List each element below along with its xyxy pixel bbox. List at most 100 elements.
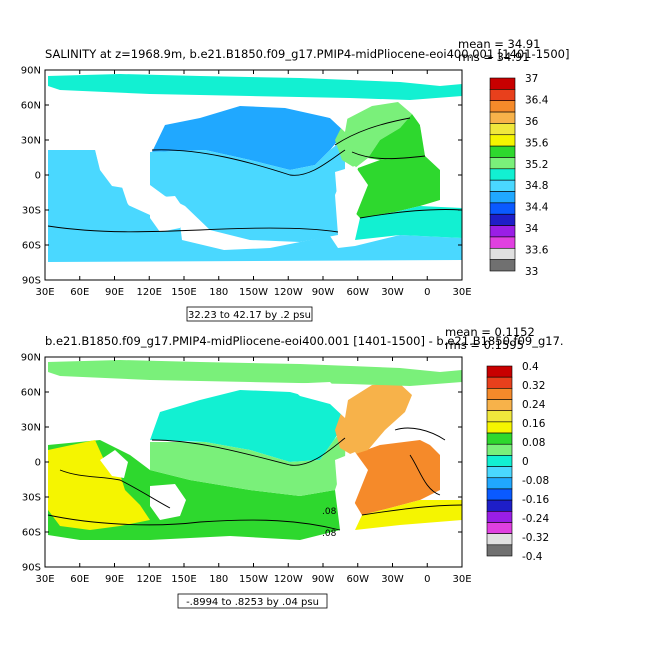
x-tick-label: 120E xyxy=(137,574,162,585)
contour-label: .08 xyxy=(322,507,337,517)
colorbar-swatch xyxy=(489,145,516,158)
colorbar-swatch xyxy=(486,421,513,434)
colorbar-swatch xyxy=(489,259,516,272)
region-equatorial-pacific xyxy=(150,138,345,242)
x-tick-label: 0 xyxy=(424,574,430,585)
colorbar-label: 34.8 xyxy=(525,180,548,192)
colorbar-swatch xyxy=(486,466,513,479)
y-tick-label: 90N xyxy=(21,66,41,77)
colorbar-swatch xyxy=(486,522,513,534)
axis-ticks: 30E 60E 90E 120E 150E 180 150W 120W 90W 60W 30W 0 30… xyxy=(21,66,472,299)
y-tick-label: 30S xyxy=(22,206,41,217)
colorbar-swatch xyxy=(489,134,516,147)
antarctica-land xyxy=(45,542,462,567)
colorbar-label: 0.08 xyxy=(522,437,545,449)
colorbar-label: 33 xyxy=(525,266,538,278)
colorbar-swatch xyxy=(486,376,513,389)
y-tick-label: 60S xyxy=(22,528,41,539)
colorbar-label: 35.2 xyxy=(525,159,548,171)
x-tick-label: 150E xyxy=(171,574,196,585)
ocean-field xyxy=(45,360,462,567)
colorbar-swatch xyxy=(486,477,513,490)
x-tick-label: 60E xyxy=(70,287,89,298)
colorbar-swatch xyxy=(486,510,513,523)
colorbar-swatch xyxy=(486,488,513,501)
colorbar-swatch xyxy=(486,443,513,456)
y-tick-label: 30S xyxy=(22,493,41,504)
colorbar-swatch xyxy=(489,202,516,215)
x-tick-label: 180 xyxy=(209,574,228,585)
continents xyxy=(45,382,462,522)
colorbar-label: -0.4 xyxy=(522,551,543,563)
colorbar-label: 0.24 xyxy=(522,399,546,411)
colorbar-swatch xyxy=(489,77,516,90)
x-tick-label: 90W xyxy=(312,287,335,298)
colorbar-label: 37 xyxy=(525,73,538,85)
x-tick-label: 150W xyxy=(239,574,268,585)
x-tick-label: 150E xyxy=(171,287,196,298)
colorbar-label: -0.32 xyxy=(522,532,549,544)
colorbar-swatch xyxy=(486,499,513,512)
colorbar: 0.4 0.32 0.24 0.16 0.08 0 -0.08 -0.16 -0.24 -0.32… xyxy=(486,361,549,563)
antarctica-land xyxy=(45,262,462,280)
y-tick-label: 0 xyxy=(35,458,41,469)
region-south-atlantic xyxy=(348,156,440,218)
y-tick-label: 90S xyxy=(22,563,41,574)
x-tick-label: 30W xyxy=(381,574,404,585)
colorbar-swatch xyxy=(489,225,516,238)
x-tick-label: 30E xyxy=(452,574,471,585)
x-tick-label: 60W xyxy=(346,287,369,298)
colorbar-swatch xyxy=(486,533,513,546)
colorbar-label: 33.6 xyxy=(525,245,549,257)
region-north-pacific xyxy=(150,390,346,462)
x-tick-label: 60E xyxy=(70,574,89,585)
region-pacific-indian-southern xyxy=(48,150,462,262)
stat-mean: mean = 34.91 xyxy=(458,37,540,51)
colorbar-swatch xyxy=(489,213,516,226)
x-tick-label: 120W xyxy=(274,574,303,585)
x-tick-label: 90W xyxy=(312,574,335,585)
continents xyxy=(45,96,462,236)
x-tick-label: 180 xyxy=(209,287,228,298)
contour-lines xyxy=(47,117,463,233)
y-tick-label: 90S xyxy=(22,276,41,287)
range-label-box: 32.23 to 42.17 by .2 psu xyxy=(186,306,313,322)
x-tick-label: 90E xyxy=(105,287,124,298)
x-tick-label: 30E xyxy=(35,574,54,585)
colorbar-label: 0 xyxy=(522,456,529,468)
x-tick-label: 120W xyxy=(274,287,303,298)
region-arctic xyxy=(48,360,462,386)
x-tick-label: 90E xyxy=(105,574,124,585)
colorbar-swatch xyxy=(486,544,513,557)
region-equatorial-pacific xyxy=(150,425,346,496)
x-tick-label: 120E xyxy=(137,287,162,298)
x-tick-label: 0 xyxy=(424,287,430,298)
contour-label: .08 xyxy=(322,529,337,539)
colorbar-swatch xyxy=(489,123,516,136)
region-indian xyxy=(48,150,158,244)
colorbar-swatch xyxy=(486,388,513,400)
colorbar-label: 0.4 xyxy=(522,361,539,373)
region-arctic xyxy=(48,74,462,100)
axis-ticks: 30E 60E 90E 120E 150E 180 150W 120W 90W 60W 30W 0 30… xyxy=(21,353,472,586)
colorbar-swatch xyxy=(489,236,516,249)
colorbar-label: 35.6 xyxy=(525,137,549,149)
region-subtropical-atlantic xyxy=(368,114,425,160)
range-label-box: -.8994 to .8253 by .04 psu xyxy=(177,593,328,609)
ocean-field xyxy=(45,74,462,280)
colorbar-label: -0.16 xyxy=(522,494,549,506)
stat-mean: mean = 0.1152 xyxy=(445,325,535,339)
colorbar-label: -0.08 xyxy=(522,475,549,487)
contour-lines xyxy=(47,427,463,531)
x-tick-label: 150W xyxy=(239,287,268,298)
colorbar-swatch xyxy=(489,191,516,204)
colorbar-label: -0.24 xyxy=(522,513,549,525)
range-label: -.8994 to .8253 by .04 psu xyxy=(186,597,319,608)
y-tick-label: 60N xyxy=(21,388,41,399)
chart-title: SALINITY at z=1968.9m, b.e21.B1850.f09_g… xyxy=(45,47,569,61)
colorbar-swatch xyxy=(486,455,513,467)
region-north-atlantic xyxy=(335,382,412,455)
stat-rms: rms = 0.1595 xyxy=(445,338,524,352)
y-tick-label: 30N xyxy=(21,423,41,434)
